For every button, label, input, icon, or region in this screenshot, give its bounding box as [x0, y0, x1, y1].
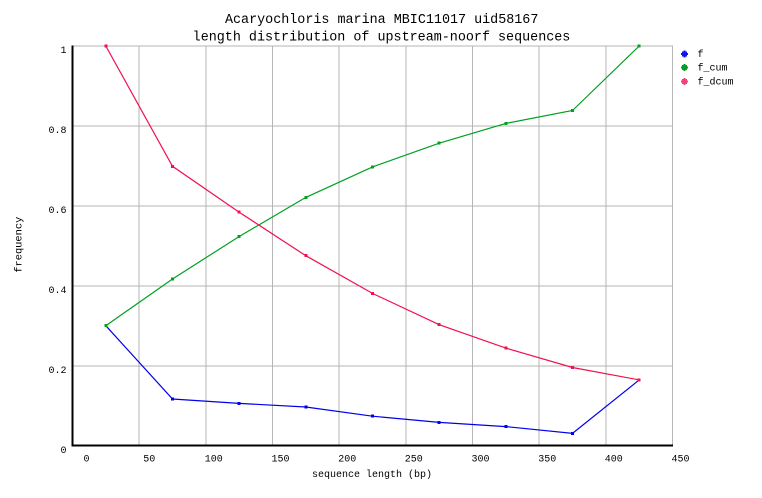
svg-text:0: 0 — [83, 455, 89, 466]
svg-text:Acaryochloris marina MBIC11017: Acaryochloris marina MBIC11017 uid58167 — [225, 13, 538, 28]
svg-text:200: 200 — [338, 455, 356, 466]
svg-text:0.8: 0.8 — [48, 126, 66, 137]
svg-text:f_cum: f_cum — [698, 62, 728, 74]
svg-text:100: 100 — [205, 455, 223, 466]
svg-text:0: 0 — [60, 446, 66, 457]
svg-text:frequency: frequency — [14, 217, 26, 273]
svg-text:350: 350 — [538, 455, 556, 466]
svg-text:0.2: 0.2 — [48, 366, 66, 377]
svg-text:150: 150 — [271, 455, 289, 466]
svg-text:0.4: 0.4 — [48, 286, 66, 297]
svg-text:250: 250 — [405, 455, 423, 466]
svg-text:450: 450 — [671, 455, 689, 466]
svg-text:300: 300 — [471, 455, 489, 466]
svg-text:0.6: 0.6 — [48, 206, 66, 217]
svg-text:sequence length (bp): sequence length (bp) — [312, 469, 432, 481]
svg-text:length distribution of upstrea: length distribution of upstream-noorf se… — [193, 31, 571, 46]
svg-text:50: 50 — [143, 455, 155, 466]
svg-text:400: 400 — [605, 455, 623, 466]
svg-text:f: f — [698, 49, 704, 61]
svg-text:f_dcum: f_dcum — [698, 76, 734, 88]
svg-text:1: 1 — [60, 46, 66, 57]
